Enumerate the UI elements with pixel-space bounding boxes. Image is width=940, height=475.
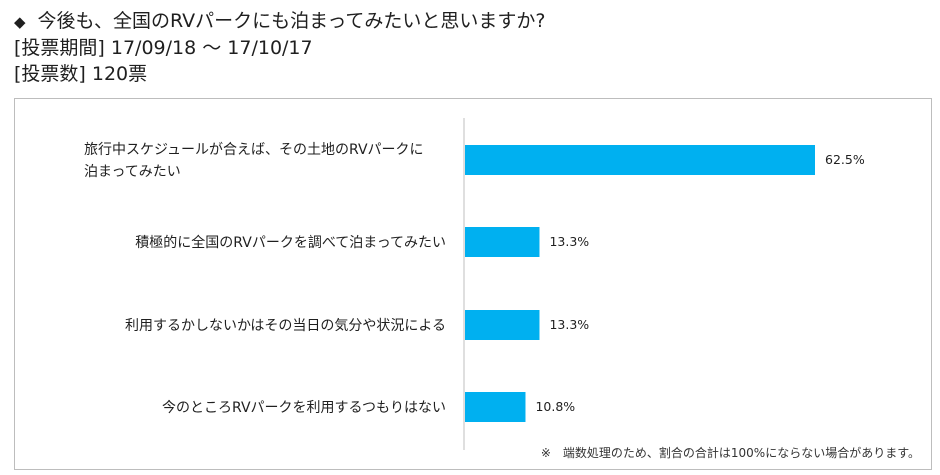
chart-header: ◆ 今後も、全国のRVパークにも泊まってみたいと思いますか? [投票期間] 17/… bbox=[14, 8, 546, 87]
value-label-3: 13.3% bbox=[549, 317, 589, 332]
bar-1 bbox=[465, 145, 815, 175]
category-label-2: 積極的に全国のRVパークを調べて泊まってみたい bbox=[135, 234, 446, 251]
category-label-1: 旅行中スケジュールが合えば、その土地のRVパークに泊まってみたい bbox=[84, 142, 424, 180]
category-label-3: 利用するかしないかはその当日の気分や状況による bbox=[125, 318, 446, 334]
bar-4 bbox=[465, 392, 526, 422]
bar-3 bbox=[465, 310, 540, 340]
poll-period: [投票期間] 17/09/18 ～ 17/10/17 bbox=[14, 37, 313, 59]
bar-2 bbox=[465, 227, 540, 257]
diamond-icon: ◆ bbox=[14, 13, 26, 31]
value-label-4: 10.8% bbox=[535, 399, 575, 414]
category-label-4: 今のところRVパークを利用するつもりはない bbox=[162, 400, 446, 416]
poll-count: [投票数] 120票 bbox=[14, 63, 148, 85]
value-label-2: 13.3% bbox=[549, 234, 589, 249]
question-line: ◆ 今後も、全国のRVパークにも泊まってみたいと思いますか? bbox=[14, 8, 546, 35]
question-text: 今後も、全国のRVパークにも泊まってみたいと思いますか? bbox=[37, 10, 546, 32]
footnote: ※ 端数処理のため、割合の合計は100%にならない場合があります。 bbox=[541, 445, 920, 460]
value-label-1: 62.5% bbox=[825, 152, 865, 167]
